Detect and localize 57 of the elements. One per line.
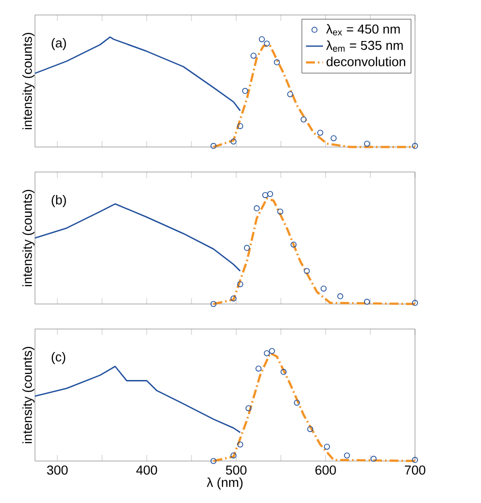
point <box>317 130 324 136</box>
x-tick-label: 500 <box>226 466 246 475</box>
point <box>230 138 236 144</box>
point <box>277 208 284 215</box>
y-axis-title: intensity (counts) <box>22 346 34 444</box>
point <box>267 191 274 197</box>
point <box>210 301 216 307</box>
point <box>230 296 236 302</box>
annotation: (b) <box>52 194 66 208</box>
point <box>237 281 244 288</box>
point <box>364 298 370 305</box>
point <box>274 59 280 66</box>
x-tick-label: 300 <box>47 466 68 475</box>
y-axis-title: intensity (counts) <box>22 190 34 286</box>
x-tick-label: 400 <box>136 466 158 475</box>
point <box>300 116 307 122</box>
point <box>258 36 265 42</box>
legend-label: deconvolution <box>326 56 406 66</box>
point <box>264 40 270 47</box>
point <box>364 140 370 147</box>
x-axis-title: λ (nm) <box>206 478 243 490</box>
point <box>256 366 262 372</box>
point <box>268 348 275 354</box>
point <box>412 300 418 306</box>
point <box>250 52 257 59</box>
point <box>307 426 314 432</box>
point <box>244 244 250 251</box>
point <box>370 456 377 462</box>
x-tick-label: 700 <box>404 466 426 475</box>
point <box>304 268 310 274</box>
point <box>230 452 236 458</box>
point <box>320 286 327 292</box>
point <box>324 444 330 450</box>
legend-label: λ$_{ex}$ = 450 nm <box>326 24 400 36</box>
annotation: (a) <box>52 38 66 50</box>
point <box>290 242 297 248</box>
point <box>264 350 270 356</box>
legend-label: λ$_{em}$ = 535 nm <box>326 40 403 52</box>
point <box>287 91 294 98</box>
point <box>280 368 287 375</box>
point <box>294 400 300 406</box>
point <box>210 458 216 464</box>
point <box>262 192 268 198</box>
point <box>330 135 337 142</box>
point <box>242 88 248 94</box>
point <box>344 452 350 458</box>
point <box>237 442 244 448</box>
point <box>254 205 260 212</box>
annotation: (c) <box>52 352 66 364</box>
point <box>237 123 244 130</box>
y-axis-title: intensity (counts) <box>22 32 34 130</box>
point <box>246 405 252 412</box>
point <box>210 142 216 149</box>
x-tick-label: 600 <box>315 466 336 475</box>
point <box>412 142 418 149</box>
point <box>337 293 344 300</box>
point <box>412 456 418 463</box>
